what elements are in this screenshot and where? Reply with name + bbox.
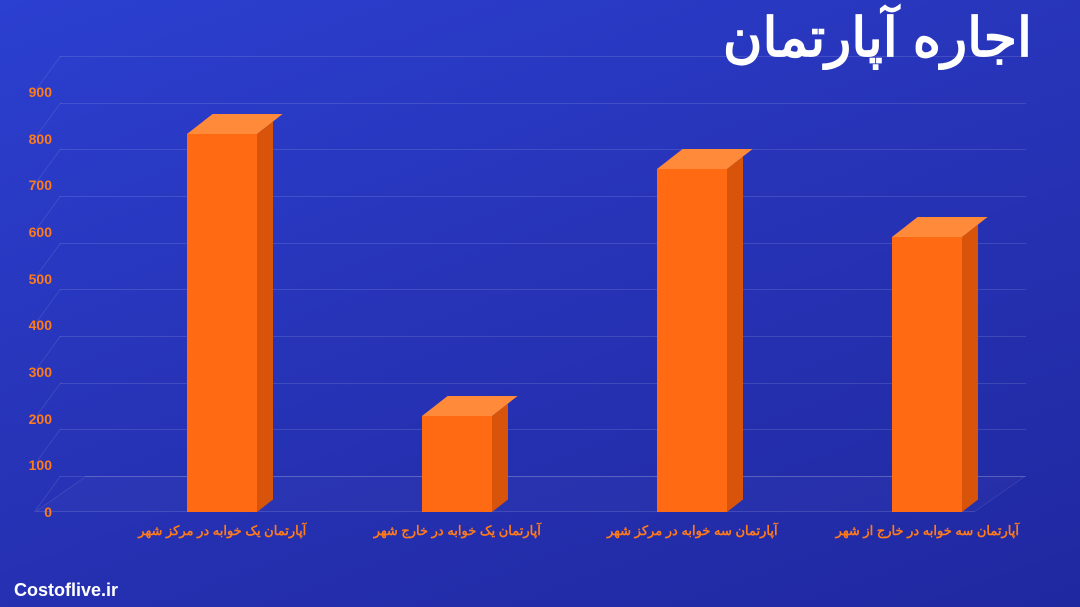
bar [892, 237, 962, 512]
chart-title: اجاره آپارتمان [723, 6, 1032, 69]
x-tick-label: آپارتمان سه خوابه در خارج از شهر [827, 522, 1027, 540]
chart-stage: اجاره آپارتمان 0100200300400500600700800… [0, 0, 1080, 607]
x-tick-label: آپارتمان یک خوابه در خارج شهر [357, 522, 557, 540]
y-tick-label: 300 [12, 364, 52, 380]
gridline [60, 56, 1026, 57]
y-tick-label: 200 [12, 411, 52, 427]
y-tick-label: 600 [12, 224, 52, 240]
chart-area: 0100200300400500600700800900آپارتمان یک … [40, 92, 1040, 562]
y-tick-label: 800 [12, 131, 52, 147]
y-tick-label: 400 [12, 317, 52, 333]
bar [422, 416, 492, 512]
x-tick-label: آپارتمان یک خوابه در مرکز شهر [122, 522, 322, 540]
x-tick-label: آپارتمان سه خوابه در مرکز شهر [592, 522, 792, 540]
gridline [60, 103, 1026, 104]
bar-front [187, 134, 257, 512]
y-tick-label: 700 [12, 177, 52, 193]
y-tick-label: 500 [12, 271, 52, 287]
bar-front [422, 416, 492, 512]
bar-front [657, 169, 727, 512]
plot-area: 0100200300400500600700800900آپارتمان یک … [86, 92, 1026, 512]
bar-side [962, 224, 978, 512]
bar-front [892, 237, 962, 512]
bar-side [492, 404, 508, 512]
y-tick-label: 0 [12, 504, 52, 520]
plot-floor [35, 476, 1026, 512]
footer-credit: Costoflive.ir [14, 580, 118, 601]
y-tick-label: 100 [12, 457, 52, 473]
bar-side [727, 156, 743, 512]
bar-side [257, 121, 273, 512]
y-tick-label: 900 [12, 84, 52, 100]
bar [187, 134, 257, 512]
bar [657, 169, 727, 512]
